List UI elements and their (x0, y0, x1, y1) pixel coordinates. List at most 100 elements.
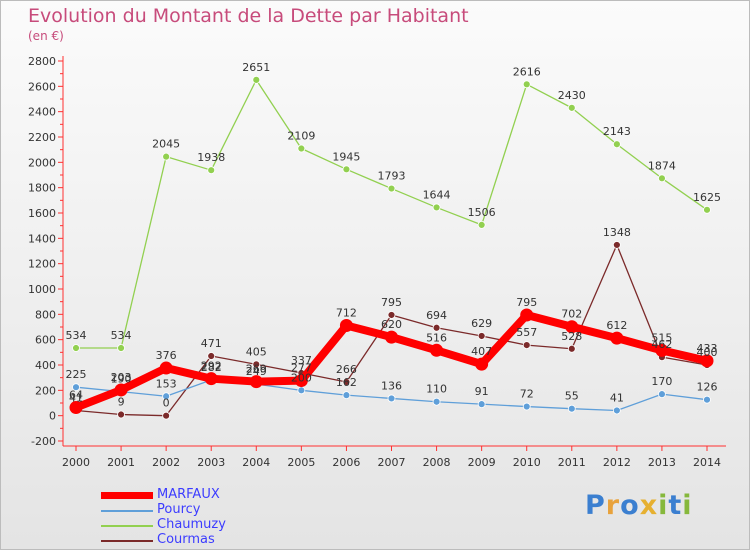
data-label-pourcy: 190 (111, 373, 132, 386)
data-label-chaumuzy: 1945 (332, 150, 360, 163)
x-tick-label: 2012 (603, 456, 631, 469)
data-point-chaumuzy (703, 205, 711, 214)
data-point-chaumuzy (72, 344, 80, 352)
data-label-pourcy: 72 (520, 388, 534, 401)
data-point-marfaux (385, 330, 398, 344)
y-tick-label: 2800 (28, 55, 56, 68)
data-label-marfaux: 292 (201, 360, 222, 373)
data-label-courmas: 629 (471, 317, 492, 330)
data-point-pourcy (522, 402, 531, 411)
data-point-marfaux (339, 318, 353, 332)
data-point-pourcy (703, 395, 711, 404)
data-label-marfaux: 64 (69, 389, 83, 402)
y-tick-label: 2200 (28, 131, 56, 144)
x-tick-label: 2002 (152, 456, 180, 469)
logo-letter: i (682, 490, 693, 521)
data-label-pourcy: 55 (565, 390, 579, 403)
x-tick-label: 2008 (423, 456, 451, 469)
legend-label-marfaux: MARFAUX (157, 487, 220, 502)
data-label-marfaux: 269 (246, 363, 267, 376)
data-label-courmas: 1348 (603, 226, 631, 239)
data-point-pourcy (432, 397, 441, 406)
x-tick-label: 2005 (287, 456, 315, 469)
data-label-courmas: 41 (69, 391, 83, 404)
data-label-marfaux: 203 (111, 371, 132, 384)
chart-title: Evolution du Montant de la Dette par Hab… (28, 5, 469, 27)
data-label-chaumuzy: 534 (111, 329, 132, 342)
data-point-marfaux (294, 374, 308, 388)
data-label-marfaux: 702 (561, 308, 582, 321)
data-label-pourcy: 170 (651, 375, 672, 388)
data-point-marfaux (655, 343, 669, 357)
data-point-marfaux (249, 375, 263, 389)
data-label-chaumuzy: 2045 (152, 138, 180, 151)
data-label-marfaux: 433 (697, 342, 718, 355)
x-tick-label: 2010 (513, 456, 541, 469)
data-point-pourcy (567, 404, 576, 413)
legend-label-courmas: Courmas (157, 532, 215, 547)
data-point-courmas (207, 352, 216, 360)
y-tick-label: 1400 (28, 232, 56, 245)
y-tick-label: 200 (35, 384, 56, 397)
logo-letter: P (585, 490, 606, 521)
y-tick-label: 1600 (28, 207, 56, 220)
data-label-pourcy: 153 (156, 377, 177, 390)
x-tick-label: 2013 (648, 456, 676, 469)
data-label-pourcy: 249 (246, 365, 267, 378)
data-label-chaumuzy: 1793 (378, 170, 406, 183)
data-point-chaumuzy (162, 152, 171, 161)
data-point-marfaux (610, 331, 624, 345)
y-tick-label: 2400 (28, 106, 56, 119)
x-tick-label: 2003 (197, 456, 225, 469)
data-point-courmas (252, 360, 261, 369)
data-point-marfaux (159, 361, 173, 375)
data-point-pourcy (658, 390, 666, 399)
data-point-pourcy (387, 394, 396, 403)
data-point-marfaux (565, 320, 579, 334)
legend-label-pourcy: Pourcy (157, 502, 201, 517)
data-label-chaumuzy: 2616 (513, 65, 541, 78)
data-point-courmas (432, 323, 441, 332)
data-label-courmas: 400 (697, 346, 718, 359)
data-point-chaumuzy (297, 144, 306, 153)
x-tick-label: 2007 (378, 456, 406, 469)
logo-letter: i (658, 490, 669, 521)
data-point-chaumuzy (207, 166, 216, 175)
y-tick-label: -200 (31, 435, 56, 448)
data-point-marfaux (700, 354, 714, 368)
data-label-marfaux: 712 (336, 306, 357, 319)
data-label-chaumuzy: 1938 (197, 151, 225, 164)
data-label-courmas: 9 (118, 396, 125, 409)
data-point-pourcy (612, 406, 621, 415)
data-label-pourcy: 110 (426, 383, 447, 396)
data-point-chaumuzy (522, 80, 531, 89)
data-label-courmas: 462 (651, 338, 672, 351)
y-tick-label: 1200 (28, 258, 56, 271)
y-tick-label: 2600 (28, 80, 56, 93)
data-point-courmas (612, 241, 621, 249)
data-label-chaumuzy: 1625 (693, 191, 721, 204)
data-label-chaumuzy: 1644 (423, 188, 451, 201)
x-tick-label: 2011 (558, 456, 586, 469)
data-point-chaumuzy (387, 184, 396, 193)
data-label-pourcy: 200 (291, 371, 312, 384)
data-label-courmas: 405 (246, 345, 267, 358)
y-tick-label: 2000 (28, 156, 56, 169)
proxiti-logo: Proxiti (585, 490, 693, 521)
data-label-marfaux: 376 (156, 349, 177, 362)
data-label-pourcy: 282 (201, 361, 222, 374)
data-point-marfaux (114, 383, 128, 397)
data-label-courmas: 528 (561, 330, 582, 343)
data-point-chaumuzy (342, 165, 351, 174)
logo-letter: r (605, 490, 621, 521)
data-label-marfaux: 795 (516, 296, 537, 309)
data-point-chaumuzy (612, 140, 621, 149)
data-point-marfaux (430, 343, 444, 357)
data-point-chaumuzy (477, 221, 486, 229)
data-label-courmas: 471 (201, 337, 222, 350)
data-point-pourcy (297, 386, 306, 395)
data-label-courmas: 557 (516, 326, 537, 339)
data-label-pourcy: 162 (336, 376, 357, 389)
data-label-chaumuzy: 2109 (287, 130, 315, 143)
